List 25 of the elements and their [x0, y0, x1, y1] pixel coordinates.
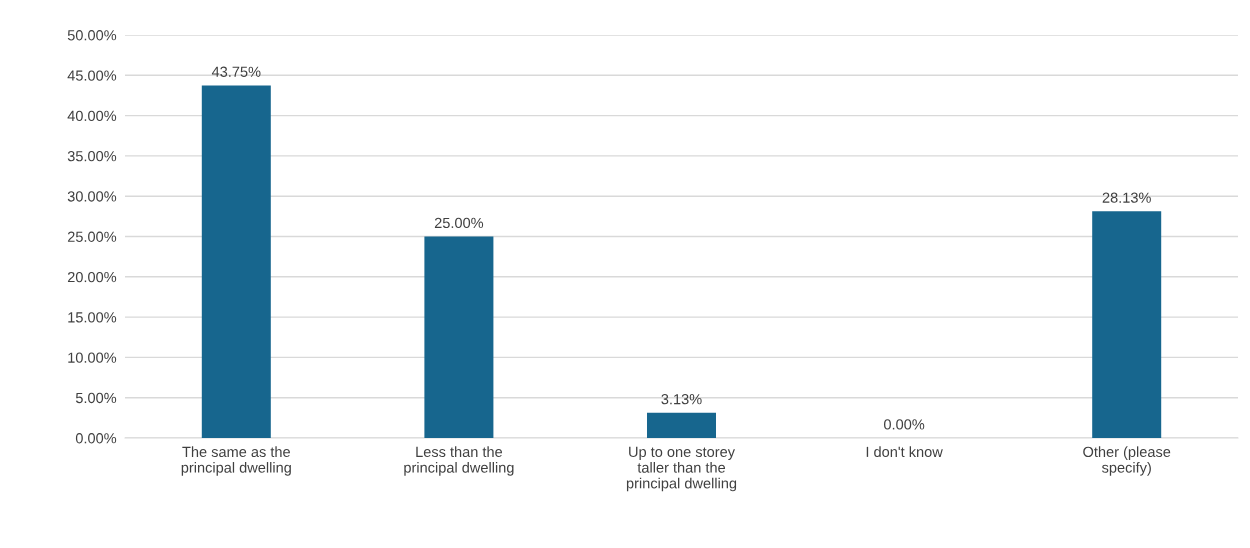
bar: [1092, 211, 1162, 438]
bar: [424, 236, 494, 438]
y-tick-label: 5.00%: [75, 392, 117, 404]
data-label: 0.00%: [884, 419, 925, 430]
data-label: 28.13%: [1102, 192, 1151, 203]
data-label: 3.13%: [661, 394, 702, 405]
data-label: 43.75%: [211, 66, 261, 77]
y-tick-label: 20.00%: [67, 271, 117, 283]
bar: [647, 412, 716, 438]
y-tick-label: 25.00%: [67, 231, 117, 242]
x-tick-label: Up to one storey taller than the principal dwelling: [626, 446, 737, 492]
data-label: 25.00%: [434, 217, 484, 229]
y-tick-label: 40.00%: [67, 110, 117, 122]
y-tick-label: 35.00%: [67, 151, 117, 162]
x-tick-label: Less than the principal dwelling: [404, 446, 514, 476]
y-tick-label: 15.00%: [68, 312, 117, 323]
x-tick-label: The same as the principal dwelling: [181, 446, 291, 476]
y-tick-label: 45.00%: [67, 70, 117, 81]
bar: [201, 85, 271, 438]
y-tick-label: 0.00%: [75, 433, 117, 444]
y-tick-label: 50.00%: [67, 30, 117, 41]
y-tick-label: 10.00%: [68, 352, 117, 363]
y-tick-label: 30.00%: [67, 191, 117, 202]
x-tick-label: Other (please specify): [1083, 446, 1171, 476]
x-tick-label: I don't know: [866, 446, 943, 458]
